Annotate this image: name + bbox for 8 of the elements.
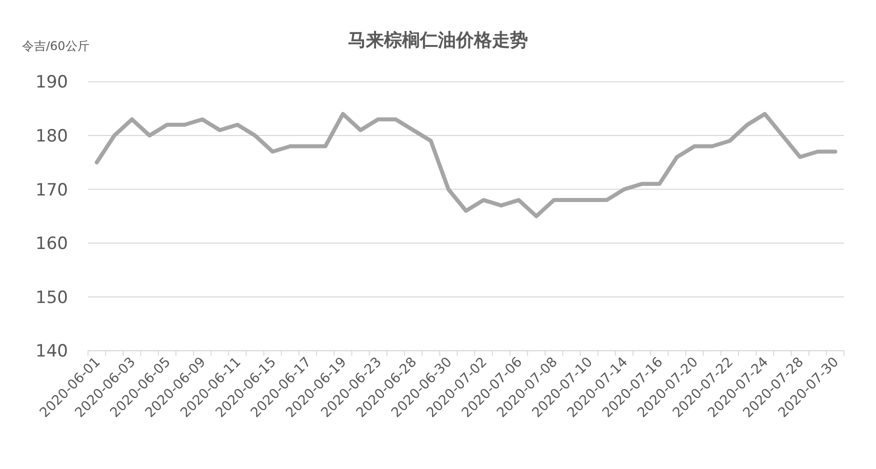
y-tick-label: 190 [36, 72, 68, 93]
y-tick-label: 150 [36, 288, 68, 308]
y-axis-title: 令吉/60公斤 [22, 39, 90, 53]
y-tick-label: 180 [36, 126, 68, 146]
chart-title: 马来棕榈仁油价格走势 [348, 30, 528, 51]
y-tick-label: 160 [36, 234, 68, 254]
y-tick-label: 140 [36, 342, 68, 362]
y-tick-label: 170 [36, 180, 68, 200]
